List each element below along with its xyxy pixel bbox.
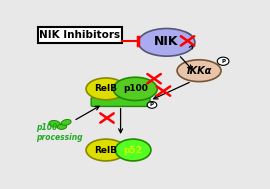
Ellipse shape [139, 29, 195, 56]
Ellipse shape [86, 78, 126, 100]
Text: P: P [221, 59, 225, 64]
Text: p52: p52 [124, 146, 143, 155]
Text: NIK Inhibitors: NIK Inhibitors [39, 30, 120, 40]
Circle shape [217, 57, 229, 65]
Ellipse shape [58, 124, 66, 129]
Ellipse shape [61, 119, 71, 125]
Ellipse shape [115, 139, 151, 161]
Text: RelB: RelB [94, 84, 117, 93]
Text: P: P [150, 102, 154, 107]
Ellipse shape [49, 121, 60, 127]
Text: RelB: RelB [94, 146, 117, 155]
Text: NIK: NIK [154, 35, 179, 48]
Text: p100: p100 [123, 84, 148, 93]
Ellipse shape [86, 139, 126, 161]
Ellipse shape [113, 77, 157, 101]
Text: IKKα: IKKα [186, 66, 212, 76]
Ellipse shape [177, 60, 221, 82]
Text: p100
processing: p100 processing [36, 123, 82, 142]
FancyBboxPatch shape [38, 27, 122, 43]
FancyBboxPatch shape [91, 98, 150, 106]
Circle shape [147, 101, 157, 108]
